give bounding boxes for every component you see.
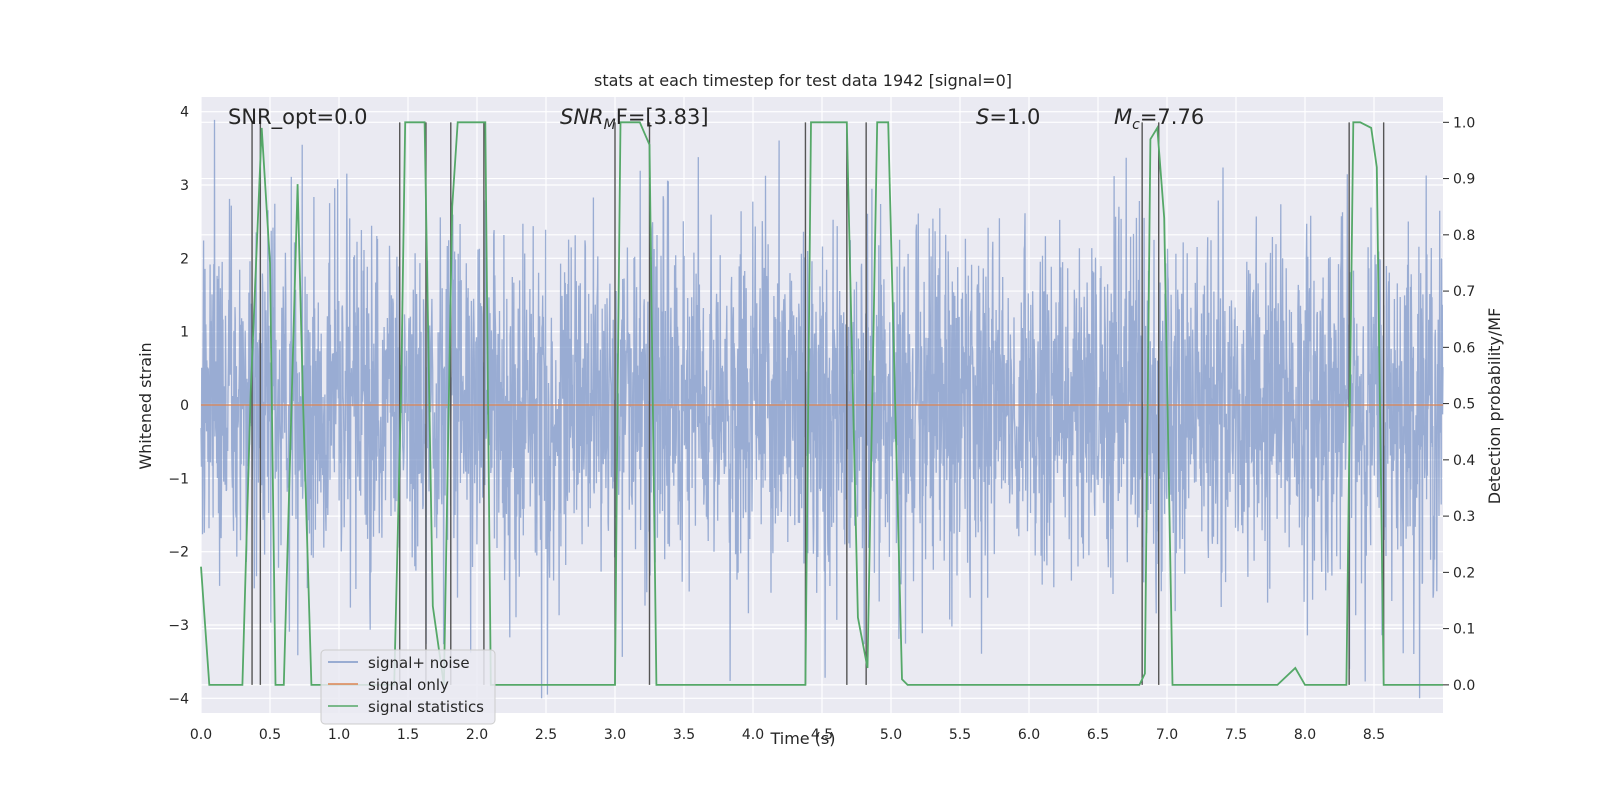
noise-series-signal-plus-noise — [200, 119, 1444, 699]
x-tick-label-13: 6.5 — [1087, 727, 1109, 743]
y2-axis-ticks: 0.0 0.1 0.2 0.3 0.4 0.5 0.6 0.7 0.8 0.9 1.0 — [1443, 115, 1475, 694]
y2-tick-label-6: 0.6 — [1453, 340, 1475, 356]
x-tick-label-10: 5.0 — [880, 727, 902, 743]
y2-tick-label-10: 1.0 — [1453, 115, 1475, 131]
y-tick-label-0: −4 — [168, 691, 189, 707]
annotation-s-rest: =1.0 — [989, 105, 1040, 129]
x-tick-label-14: 7.0 — [1156, 727, 1178, 743]
x-tick-label-6: 3.0 — [604, 727, 626, 743]
y2-axis-label: Detection probability/MF — [1485, 308, 1504, 505]
annotation-snr-mf-main: SNR — [560, 105, 604, 129]
y-tick-label-1: −3 — [168, 618, 189, 634]
annotation-mc: Mc=7.76 — [1114, 105, 1204, 133]
annotation-snr-opt: SNR_opt=0.0 — [228, 105, 368, 130]
x-axis-label: Time (s) — [769, 729, 835, 748]
y-tick-label-5: 1 — [180, 325, 189, 341]
legend: signal+ noise signal only signal statist… — [320, 649, 496, 725]
legend-label-signal-only: signal only — [368, 676, 449, 694]
x-tick-label-11: 5.5 — [949, 727, 971, 743]
x-tick-label-15: 7.5 — [1225, 727, 1247, 743]
x-tick-label-3: 1.5 — [397, 727, 419, 743]
x-tick-label-7: 3.5 — [673, 727, 695, 743]
y-tick-label-6: 2 — [180, 251, 189, 267]
annotation-s-main: S — [976, 105, 989, 129]
y2-tick-label-2: 0.2 — [1453, 565, 1475, 581]
y-axis-ticks: −4 −3 −2 −1 0 1 2 3 4 — [168, 105, 189, 708]
x-tick-label-17: 8.5 — [1363, 727, 1385, 743]
annotation-snr-mf-rest: F=[3.83] — [616, 105, 709, 129]
y2-tick-label-0: 0.0 — [1453, 678, 1475, 694]
x-tick-label-1: 0.5 — [259, 727, 281, 743]
chart-title: stats at each timestep for test data 194… — [594, 71, 1012, 90]
annotation-mc-rest: =7.76 — [1140, 105, 1204, 129]
legend-label-signal-plus-noise: signal+ noise — [368, 654, 470, 672]
y-tick-label-4: 0 — [180, 398, 189, 414]
y2-tick-label-7: 0.7 — [1453, 284, 1475, 300]
x-tick-label-5: 2.5 — [535, 727, 557, 743]
x-tick-label-16: 8.0 — [1294, 727, 1316, 743]
y2-tick-label-9: 0.9 — [1453, 172, 1475, 188]
detection-boundary-lines — [251, 122, 1385, 685]
y2-tick-label-8: 0.8 — [1453, 228, 1475, 244]
x-axis-ticks: 0.0 0.5 1.0 1.5 2.0 2.5 3.0 3.5 4.0 4.5 5.0 5.5 6.0 6… — [190, 727, 1385, 743]
y2-tick-label-3: 0.3 — [1453, 509, 1475, 525]
x-tick-label-4: 2.0 — [466, 727, 488, 743]
x-tick-label-2: 1.0 — [328, 727, 350, 743]
annotation-snr-mf-sub: M — [604, 117, 616, 133]
noise-series-line — [200, 119, 1444, 699]
annotation-s: S=1.0 — [976, 105, 1040, 129]
y-tick-label-7: 3 — [180, 178, 189, 194]
x-tick-label-12: 6.0 — [1018, 727, 1040, 743]
annotation-snr-mf: SNRMF=[3.83] — [560, 105, 709, 133]
y2-tick-label-1: 0.1 — [1453, 622, 1475, 638]
annotation-mc-main: M — [1114, 105, 1132, 129]
y-tick-label-8: 4 — [180, 105, 189, 121]
x-tick-label-9: 4.5 — [811, 727, 833, 743]
y2-tick-label-4: 0.4 — [1453, 453, 1475, 469]
x-tick-label-8: 4.0 — [742, 727, 764, 743]
y-tick-label-2: −2 — [168, 545, 189, 561]
legend-label-signal-statistics: signal statistics — [368, 698, 484, 716]
y-axis-label: Whitened strain — [136, 342, 155, 469]
legend-box — [320, 649, 496, 725]
y-tick-label-3: −1 — [168, 471, 189, 487]
annotation-mc-sub: c — [1132, 117, 1140, 133]
y2-tick-label-5: 0.5 — [1453, 397, 1475, 413]
x-tick-label-0: 0.0 — [190, 727, 212, 743]
